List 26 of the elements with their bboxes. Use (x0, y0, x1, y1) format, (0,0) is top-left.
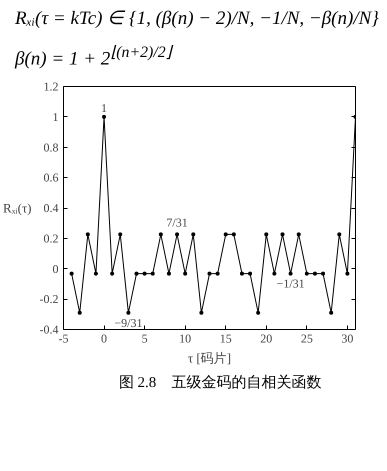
y-axis-title: Rₓᵢ(τ) (3, 200, 32, 216)
x-tick-label: 30 (341, 331, 354, 346)
x-tick-label: 15 (220, 331, 232, 346)
y-tick-label: 0.4 (44, 200, 58, 215)
y-tick-label: -0.2 (40, 292, 59, 306)
y-tick-label: 0.2 (44, 230, 58, 245)
x-axis-title: τ [码片] (188, 350, 232, 366)
annotation: 1 (101, 100, 108, 114)
x-tick-label: 25 (300, 331, 313, 346)
y-tick-label: 1 (52, 109, 58, 124)
annotation: 7/31 (166, 215, 188, 230)
y-tick-label: 0.8 (44, 140, 58, 154)
x-tick-label: 10 (179, 331, 192, 346)
annotation: −1/31 (276, 276, 305, 290)
text: Rₓᵢ(τ = kTc) ∈ {1, (β(n) − 2)/N, −1/N, −β(n)/N} (15, 7, 379, 31)
x-tick-label: 5 (142, 331, 148, 346)
y-tick-label: 0.6 (44, 170, 58, 184)
y-tick-label: 1.2 (44, 79, 58, 94)
text: β(n) = 1 + 2$^{⌊(n+2)/2⌋}$ (15, 43, 172, 72)
y-tick-label: 0 (52, 261, 58, 276)
x-tick-label: 0 (101, 331, 108, 346)
annotation: −9/31 (114, 315, 142, 330)
x-tick-label: 20 (260, 331, 272, 346)
y-tick-label: -0.4 (40, 322, 59, 336)
caption: 图 2.8 五级金码的自相关函数 (118, 374, 322, 393)
x-tick-label: -5 (58, 331, 68, 346)
